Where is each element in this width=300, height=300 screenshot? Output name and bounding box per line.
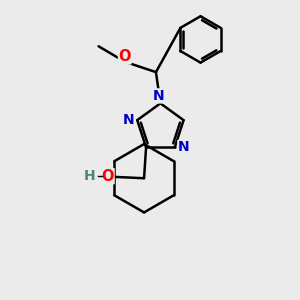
Text: O: O [118,49,131,64]
Text: N: N [122,113,134,127]
Text: O: O [101,169,114,184]
Text: H: H [84,169,96,183]
Text: N: N [178,140,190,154]
Text: N: N [153,89,165,103]
